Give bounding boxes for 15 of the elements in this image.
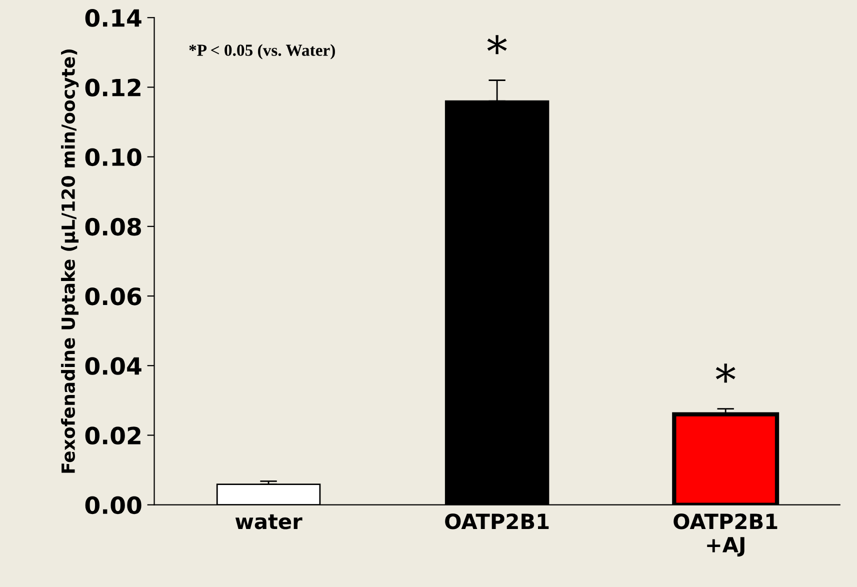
y-tick-label: 0.10	[85, 148, 142, 166]
y-tick-label: 0.04	[85, 357, 142, 375]
annotation: *P < 0.05 (vs. Water)	[189, 44, 335, 60]
x-tick-label: OATP2B1	[445, 514, 549, 530]
annotation: *	[716, 364, 736, 383]
y-tick-label: 0.00	[85, 496, 142, 514]
annotation: *	[487, 35, 507, 54]
y-tick-label: 0.14	[85, 9, 142, 27]
y-tick-label: 0.12	[85, 78, 140, 97]
y-tick-label: 0.06	[85, 287, 142, 306]
x-tick-label: OATP2B1 +AJ	[674, 514, 778, 556]
y-tick-label: 0.02	[85, 426, 140, 445]
x-tick-label: water	[235, 514, 302, 530]
y-axis-title: Fexofenadine Uptake (μL/120 min/oocyte)	[61, 50, 79, 473]
y-tick-label: 0.08	[85, 218, 141, 236]
